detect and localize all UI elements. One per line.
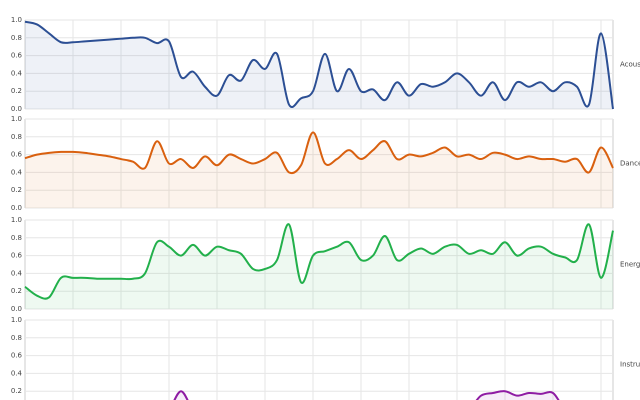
y-tick-label: 1.0 bbox=[11, 216, 22, 224]
area bbox=[25, 21, 613, 110]
y-tick-label: 0.6 bbox=[11, 52, 23, 60]
panel-label: Acoust bbox=[620, 61, 640, 69]
y-tick-label: 0.2 bbox=[11, 287, 22, 295]
y-tick-label: 0.2 bbox=[11, 387, 22, 395]
line bbox=[173, 390, 560, 400]
y-tick-label: 0.0 bbox=[11, 105, 22, 113]
y-tick-label: 1.0 bbox=[11, 316, 22, 324]
line bbox=[24, 20, 614, 110]
area bbox=[25, 224, 613, 309]
area bbox=[174, 391, 559, 400]
y-tick-label: 0.8 bbox=[11, 234, 22, 242]
y-tick-label: 0.8 bbox=[11, 334, 22, 342]
y-tick-label: 0.4 bbox=[11, 269, 23, 277]
y-tick-label: 0.0 bbox=[11, 204, 22, 212]
line bbox=[24, 223, 614, 300]
y-tick-label: 0.2 bbox=[11, 186, 22, 194]
y-tick-label: 0.6 bbox=[11, 252, 23, 260]
y-tick-label: 0.2 bbox=[11, 87, 22, 95]
panel-label: Energy bbox=[620, 261, 640, 269]
y-tick-label: 1.0 bbox=[11, 115, 22, 123]
y-tick-label: 0.4 bbox=[11, 69, 23, 77]
y-tick-label: 0.8 bbox=[11, 133, 22, 141]
panel-label: Dance bbox=[620, 160, 640, 168]
y-tick-label: 1.0 bbox=[11, 16, 22, 24]
y-tick-label: 0.4 bbox=[11, 168, 23, 176]
panel-label: Instru bbox=[620, 361, 640, 369]
y-tick-label: 0.0 bbox=[11, 305, 22, 313]
line bbox=[24, 131, 614, 175]
area bbox=[25, 132, 613, 208]
y-tick-label: 0.4 bbox=[11, 369, 23, 377]
y-tick-label: 0.8 bbox=[11, 34, 22, 42]
y-tick-label: 0.6 bbox=[11, 151, 23, 159]
y-tick-label: 0.6 bbox=[11, 352, 23, 360]
